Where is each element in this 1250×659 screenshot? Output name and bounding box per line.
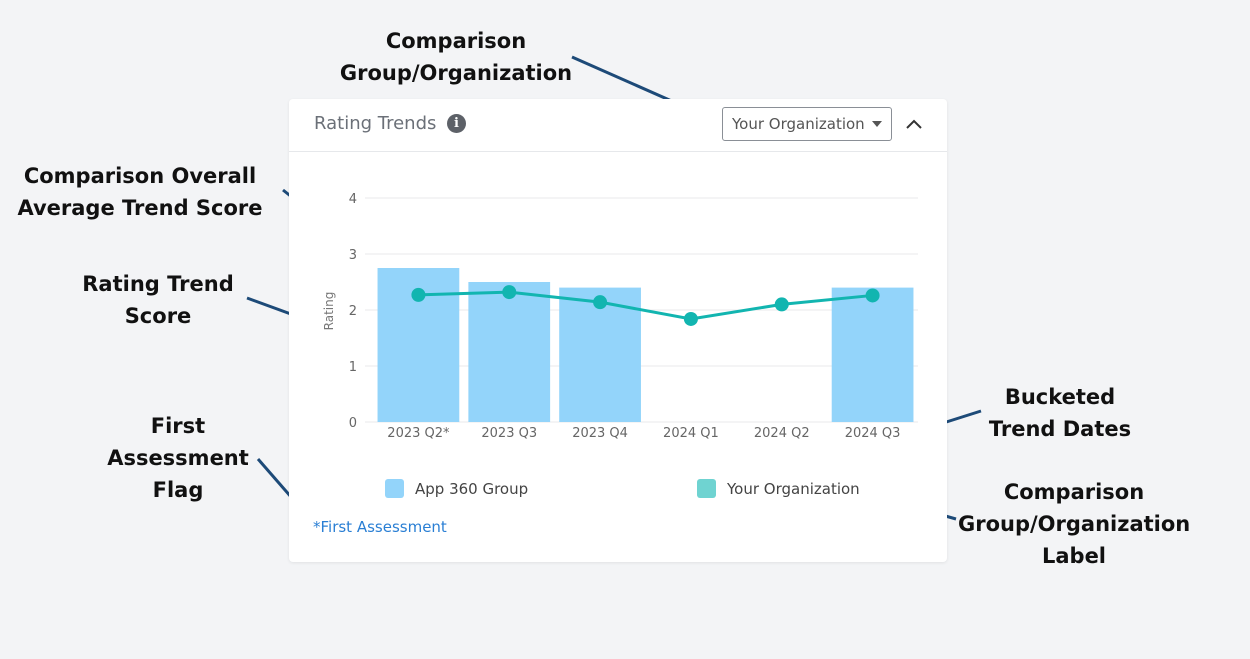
card-title: Rating Trends: [314, 113, 437, 134]
comparison-group-select[interactable]: Your Organization: [722, 107, 892, 141]
first-assessment-note[interactable]: *First Assessment: [313, 518, 447, 536]
annotation-first-assessment-flag: First Assessment Flag: [107, 414, 249, 502]
x-tick-label: 2024 Q3: [845, 426, 901, 441]
y-tick-label: 2: [349, 304, 357, 319]
line-point: [411, 287, 426, 302]
legend-label-group: App 360 Group: [415, 480, 529, 498]
x-tick-label: 2024 Q2: [754, 426, 810, 441]
annotation-overall-average: Comparison Overall Average Trend Score: [17, 164, 263, 220]
caret-down-icon: [872, 121, 882, 127]
chevron-up-icon: [906, 119, 922, 129]
bar: [559, 287, 641, 422]
x-tick-label: 2023 Q4: [572, 426, 628, 441]
bar: [831, 287, 914, 422]
legend-swatch-group: [385, 479, 404, 498]
bar: [468, 282, 551, 422]
x-tick-label: 2023 Q2*: [387, 426, 450, 441]
rating-trends-card: Rating Trends i Your Organization 0 1 2 3 4 R…: [289, 99, 947, 562]
y-tick-label: 0: [349, 416, 357, 431]
rating-trend-chart: 0 1 2 3 4 Rating 2023 Q2* 2023 Q3 2023 Q4 2024 Q1…: [322, 192, 918, 441]
y-tick-label: 3: [349, 248, 357, 263]
line-point: [593, 295, 608, 310]
line-point: [683, 311, 698, 326]
legend-label-organization: Your Organization: [727, 480, 860, 498]
annotation-rating-trend-score: Rating Trend Score: [82, 272, 234, 328]
legend-swatch-organization: [697, 479, 716, 498]
info-circle-icon[interactable]: i: [447, 114, 466, 133]
y-tick-label: 4: [349, 192, 357, 207]
series-line: [418, 290, 873, 321]
x-tick-label: 2023 Q3: [481, 426, 537, 441]
select-value: Your Organization: [732, 115, 865, 133]
annotation-group-label: Comparison Group/Organization Label: [958, 480, 1191, 568]
card-header: Rating Trends i Your Organization: [289, 99, 947, 152]
line-point: [865, 288, 880, 303]
annotation-comparison-group: Comparison Group/Organization: [339, 29, 573, 85]
collapse-button[interactable]: [901, 111, 927, 137]
line-point: [774, 297, 789, 312]
y-axis-label: Rating: [322, 292, 336, 331]
y-tick-label: 1: [349, 360, 357, 375]
x-tick-label: 2024 Q1: [663, 426, 719, 441]
annotation-bucketed-dates: Bucketed Trend Dates: [988, 385, 1132, 441]
line-point: [502, 285, 517, 300]
